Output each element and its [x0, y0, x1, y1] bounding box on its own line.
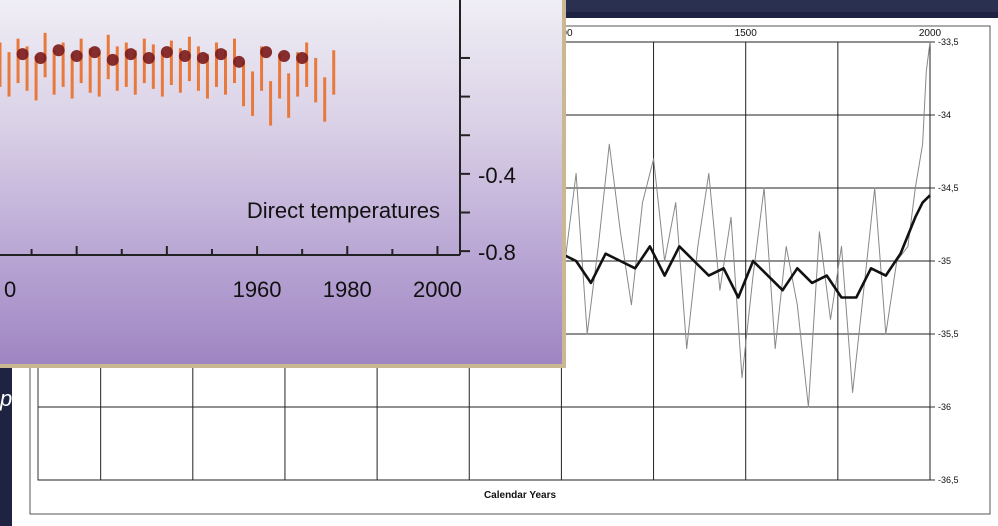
inset-red-blob: [35, 52, 47, 64]
inset-red-blob: [197, 52, 209, 64]
inset-red-blob: [89, 46, 101, 58]
inset-red-blob: [215, 48, 227, 60]
proxy-x-axis-label: Calendar Years: [484, 490, 557, 501]
inset-chart-panel: -0.4 -0.8 0 1960 1980 2000 Direct temperatures: [0, 0, 566, 368]
inset-red-blob: [278, 50, 290, 62]
proxy-y-tick-label: -34: [938, 110, 951, 120]
inset-y-tick-label: -0.8: [478, 240, 516, 265]
inset-red-blob: [161, 46, 173, 58]
inset-x-tick-label: 1960: [233, 277, 282, 302]
inset-x-tick-label: 1980: [323, 277, 372, 302]
inset-red-blob: [125, 48, 137, 60]
inset-red-blob: [233, 56, 245, 68]
proxy-y-tick-label: -34,5: [938, 183, 959, 193]
clipped-caption-text: p: [0, 388, 12, 410]
inset-red-blob: [71, 50, 83, 62]
inset-red-blob: [53, 44, 65, 56]
proxy-x-tick-label: 1500: [735, 28, 758, 39]
inset-red-blob: [17, 48, 29, 60]
inset-x-tick-label: 2000: [413, 277, 462, 302]
inset-red-blob: [296, 52, 308, 64]
inset-chart: -0.4 -0.8 0 1960 1980 2000 Direct temperatures: [0, 0, 566, 368]
inset-red-blob: [179, 50, 191, 62]
proxy-y-tick-label: -36: [938, 402, 951, 412]
inset-x-tick-label: 0: [4, 277, 16, 302]
proxy-y-tick-label: -35: [938, 256, 951, 266]
inset-red-blob: [143, 52, 155, 64]
proxy-y-tick-label: -33,5: [938, 37, 959, 47]
slide-left-strip: [0, 360, 12, 526]
inset-annotation: Direct temperatures: [247, 198, 440, 223]
inset-y-tick-label: -0.4: [478, 163, 516, 188]
proxy-y-tick-label: -36,5: [938, 475, 959, 485]
inset-red-blob: [107, 54, 119, 66]
proxy-y-tick-label: -35,5: [938, 329, 959, 339]
slide-top-band: [560, 0, 998, 12]
inset-red-blob: [260, 46, 272, 58]
